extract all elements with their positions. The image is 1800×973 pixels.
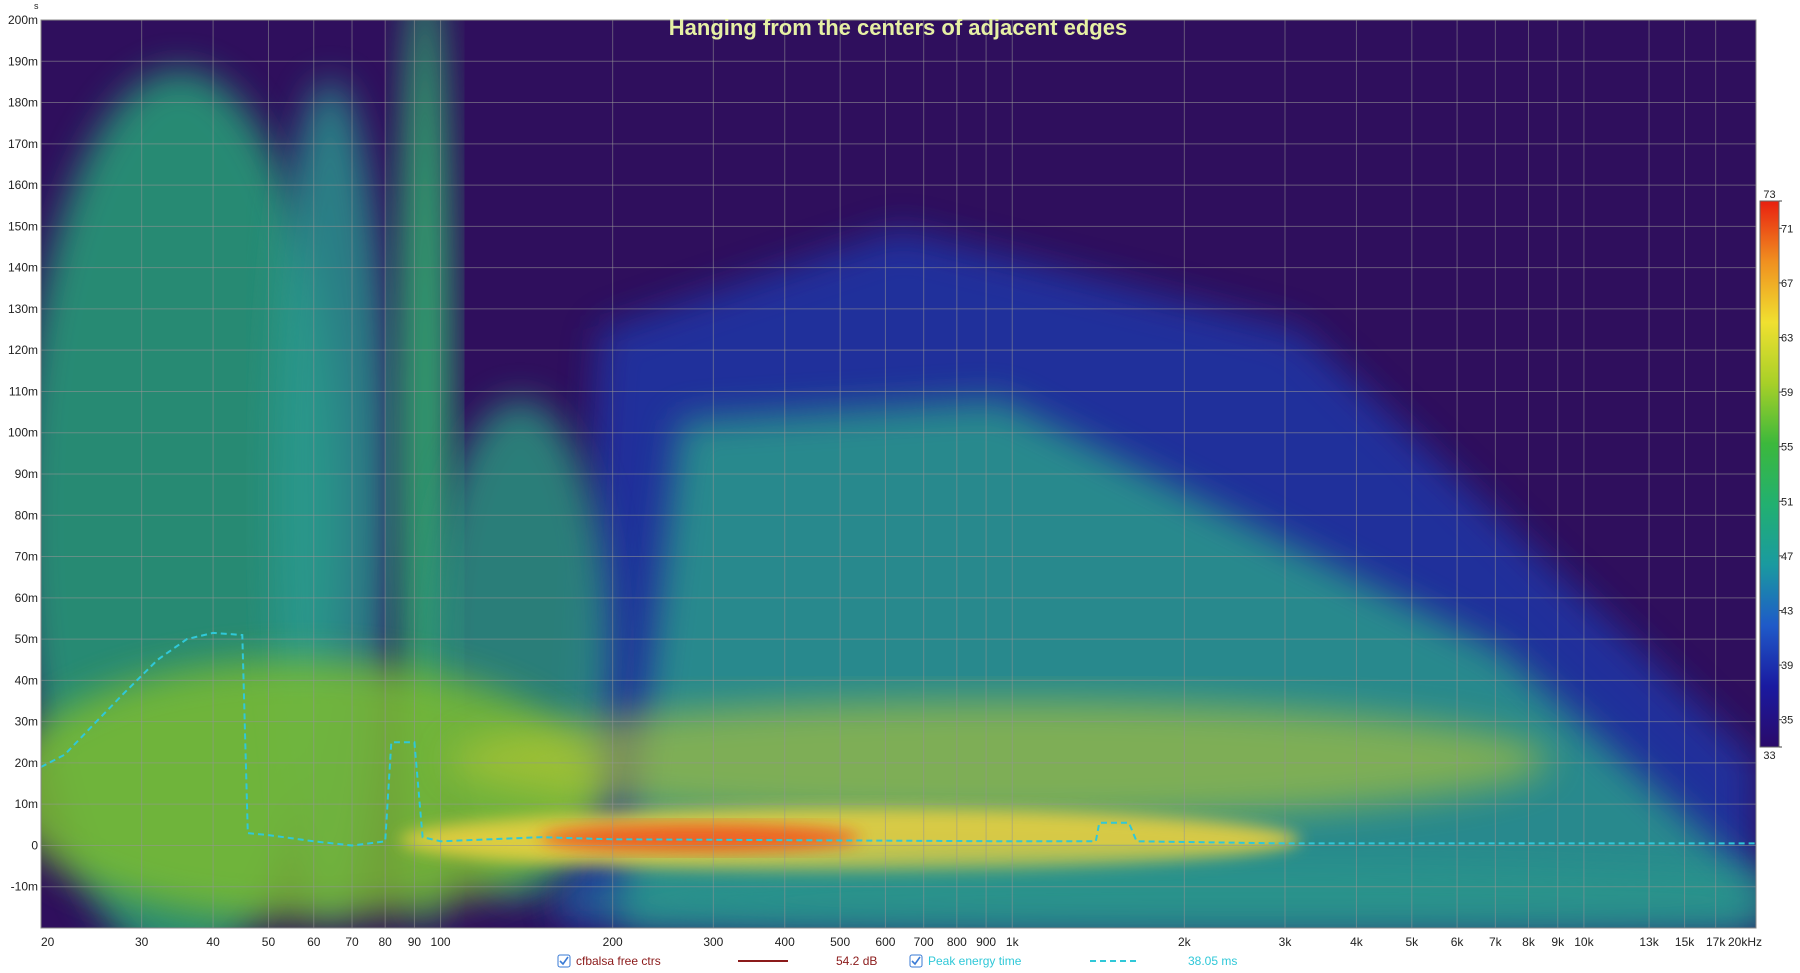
y-tick-label: 170m [8, 137, 38, 151]
y-tick-label: 180m [8, 96, 38, 110]
colorbar-tick-label: 71 [1781, 223, 1793, 235]
x-tick-label: 800 [947, 935, 967, 949]
x-tick-label: 400 [775, 935, 795, 949]
x-tick-label: 4k [1350, 935, 1364, 949]
x-tick-label: 15k [1675, 935, 1695, 949]
labels: 20 30 40 50 60 70 80 90 100 200 300 400 500 600 700 800… [8, 13, 1793, 968]
x-tick-label: 20kHz [1728, 935, 1762, 949]
y-tick-label: 70m [15, 550, 38, 564]
colorbar-tick-label: 51 [1781, 496, 1793, 508]
x-tick-label: 300 [703, 935, 723, 949]
x-tick-label: 7k [1489, 935, 1503, 949]
colorbar [1759, 200, 1780, 748]
x-tick-label: 1k [1006, 935, 1020, 949]
x-tick-label: 50 [262, 935, 276, 949]
colorbar-tick-label: 39 [1781, 660, 1793, 672]
legend-checkbox[interactable] [909, 954, 923, 968]
legend-summary: 54.2 dB [836, 954, 877, 968]
y-tick-label: 80m [15, 508, 38, 522]
y-tick-label: 160m [8, 178, 38, 192]
x-tick-label: 8k [1522, 935, 1536, 949]
colorbar-tick-label: 55 [1781, 442, 1793, 454]
legend-check [911, 956, 921, 966]
y-tick-label: 130m [8, 302, 38, 316]
y-tick-label: 120m [8, 343, 38, 357]
y-tick-label: 60m [15, 591, 38, 605]
colorbar-tick-label: 63 [1781, 333, 1793, 345]
y-tick-label: 20m [15, 756, 38, 770]
y-tick-label: 200m [8, 13, 38, 27]
y-tick-label: 30m [15, 715, 38, 729]
legend-check [559, 956, 569, 966]
x-tick-label: 20 [41, 935, 55, 949]
y-tick-label: 190m [8, 54, 38, 68]
x-tick-label: 900 [976, 935, 996, 949]
peak-energy-line [41, 631, 1756, 847]
x-tick-label: 6k [1451, 935, 1465, 949]
y-tick-label: 90m [15, 467, 38, 481]
x-tick-label: 200 [603, 935, 623, 949]
y-tick-label: -10m [11, 880, 38, 894]
y-tick-label: 10m [15, 797, 38, 811]
x-tick-label: 9k [1551, 935, 1565, 949]
x-tick-label: 500 [830, 935, 850, 949]
y-tick-label: 50m [15, 632, 38, 646]
x-tick-label: 5k [1405, 935, 1419, 949]
marks [41, 631, 1756, 847]
colorbar-tick-label: 59 [1781, 387, 1793, 399]
x-tick-label: 17k [1706, 935, 1726, 949]
legend-checkbox[interactable] [557, 954, 571, 968]
colorbar-tick-label: 67 [1781, 278, 1793, 290]
plot-border [40, 19, 1757, 929]
grid [40, 19, 1757, 928]
x-tick-label: 40 [206, 935, 220, 949]
colorbar-tick-label: 73 [1763, 189, 1775, 201]
legend-name: Peak energy time [928, 954, 1022, 968]
y-unit: s [34, 1, 39, 11]
x-tick-label: 13k [1639, 935, 1659, 949]
y-tick-label: 40m [15, 673, 38, 687]
y-tick-label: 0 [31, 838, 38, 852]
x-tick-label: 3k [1279, 935, 1293, 949]
legend-summary: 38.05 ms [1188, 954, 1237, 968]
x-tick-label: 2k [1178, 935, 1192, 949]
x-tick-label: 30 [135, 935, 149, 949]
x-tick-label: 10k [1574, 935, 1594, 949]
x-tick-label: 600 [875, 935, 895, 949]
y-tick-label: 150m [8, 219, 38, 233]
colorbar-tick-label: 47 [1781, 551, 1793, 563]
x-tick-label: 60 [307, 935, 321, 949]
x-tick-label: 700 [914, 935, 934, 949]
x-tick-label: 70 [345, 935, 359, 949]
chart-title: Hanging from the centers of adjacent edg… [669, 15, 1127, 40]
y-tick-label: 110m [9, 384, 38, 398]
x-tick-label: 80 [378, 935, 392, 949]
colorbar-tick-label: 43 [1781, 606, 1793, 618]
y-tick-label: 140m [8, 261, 38, 275]
colorbar-tick-label: 35 [1781, 715, 1793, 727]
colorbar-tick-label: 33 [1763, 750, 1775, 762]
x-tick-label: 90 [408, 935, 422, 949]
x-tick-label: 100 [431, 935, 451, 949]
legend-name: cfbalsa free ctrs [576, 954, 661, 968]
y-tick-label: 100m [8, 426, 38, 440]
